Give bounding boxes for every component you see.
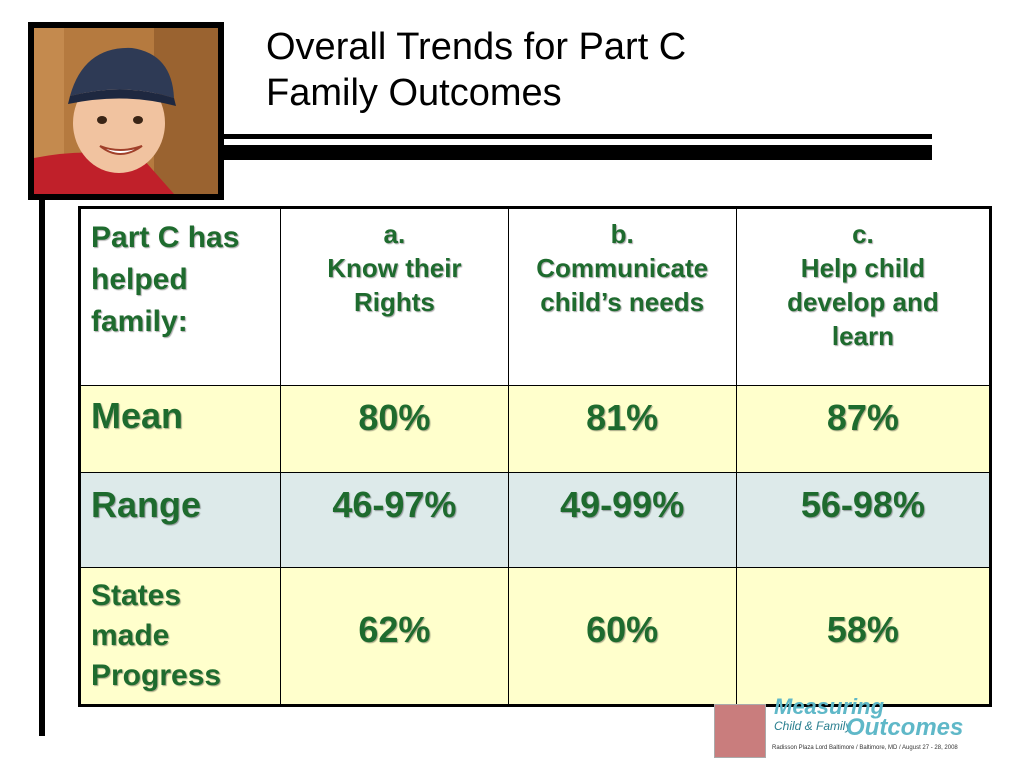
table-row-mean: Mean 80% 81% 87% bbox=[78, 385, 992, 473]
row-label-line: States bbox=[91, 579, 182, 612]
cell-value: 49-99% bbox=[560, 484, 685, 525]
row-label: States made Progress bbox=[91, 576, 280, 696]
column-header-b: b. Communicate child’s needs bbox=[507, 207, 737, 386]
table-cell: 60% bbox=[507, 567, 737, 706]
header-label-cell: Part C has helped family: bbox=[78, 207, 282, 386]
column-text-line: develop and bbox=[787, 287, 939, 317]
column-header-text: b. Communicate child’s needs bbox=[509, 217, 736, 319]
table-cell: 80% bbox=[280, 385, 509, 473]
title-line-2: Family Outcomes bbox=[266, 72, 562, 114]
table-row-range: Range 46-97% 49-99% 56-98% bbox=[78, 472, 992, 568]
column-text-line: child’s needs bbox=[540, 287, 705, 317]
logo-measuring: Measuring bbox=[774, 694, 885, 719]
column-letter: a. bbox=[383, 219, 406, 249]
outcomes-table: Part C has helped family: a. Know their … bbox=[78, 206, 992, 707]
table-cell: 46-97% bbox=[280, 472, 509, 568]
column-header-c: c. Help child develop and learn bbox=[735, 207, 992, 386]
column-text-line: learn bbox=[831, 321, 894, 351]
table-row-progress: States made Progress 62% 60% 58% bbox=[78, 567, 992, 706]
child-photo bbox=[28, 22, 224, 200]
column-header-a: a. Know their Rights bbox=[280, 207, 509, 386]
cell-value: 87% bbox=[826, 397, 899, 438]
conference-logo: Measuring Child & Family Outcomes Radiss… bbox=[714, 694, 984, 760]
table-cell: 49-99% bbox=[507, 472, 737, 568]
table-cell: 81% bbox=[507, 385, 737, 473]
table-cell: 62% bbox=[280, 567, 509, 706]
row-label-cell: States made Progress bbox=[78, 567, 282, 706]
cell-value: 56-98% bbox=[800, 484, 925, 525]
row-label: Mean bbox=[91, 395, 184, 436]
logo-outcomes: Outcomes bbox=[846, 714, 964, 741]
horizontal-rule-thick bbox=[224, 145, 932, 160]
table-cell: 87% bbox=[735, 385, 992, 473]
row-label-line: Progress bbox=[91, 659, 222, 692]
header-label: Part C has helped family: bbox=[91, 217, 280, 343]
table-cell: 58% bbox=[735, 567, 992, 706]
cell-value: 58% bbox=[826, 609, 899, 650]
row-label-cell: Range bbox=[78, 472, 282, 568]
table-header-row: Part C has helped family: a. Know their … bbox=[78, 207, 992, 386]
cell-value: 80% bbox=[358, 397, 431, 438]
title-line-1: Overall Trends for Part C bbox=[266, 26, 687, 68]
column-text-line: Help child bbox=[800, 253, 926, 283]
horizontal-rule-thin bbox=[224, 134, 932, 139]
header-label-line: family: bbox=[91, 305, 188, 338]
column-text-line: Communicate bbox=[536, 253, 709, 283]
column-text-line: Know their bbox=[327, 253, 462, 283]
slide-title: Overall Trends for Part C Family Outcome… bbox=[266, 24, 686, 116]
cell-value: 81% bbox=[586, 397, 659, 438]
row-label-line: made bbox=[91, 619, 170, 652]
column-header-text: c. Help child develop and learn bbox=[737, 217, 989, 353]
vertical-rule bbox=[39, 200, 45, 736]
row-label: Range bbox=[91, 484, 202, 525]
logo-child-family: Child & Family bbox=[774, 719, 852, 733]
row-label-cell: Mean bbox=[78, 385, 282, 473]
header-label-line: helped bbox=[91, 263, 188, 296]
column-header-text: a. Know their Rights bbox=[281, 217, 507, 319]
logo-subtitle: Radisson Plaza Lord Baltimore / Baltimor… bbox=[772, 745, 958, 751]
cell-value: 62% bbox=[358, 609, 431, 650]
logo-child-image bbox=[714, 704, 766, 758]
column-letter: b. bbox=[610, 219, 634, 249]
column-text-line: Rights bbox=[353, 287, 435, 317]
column-letter: c. bbox=[852, 219, 874, 249]
table-cell: 56-98% bbox=[735, 472, 992, 568]
cell-value: 60% bbox=[586, 609, 659, 650]
cell-value: 46-97% bbox=[332, 484, 457, 525]
header-label-line: Part C has bbox=[91, 221, 240, 254]
